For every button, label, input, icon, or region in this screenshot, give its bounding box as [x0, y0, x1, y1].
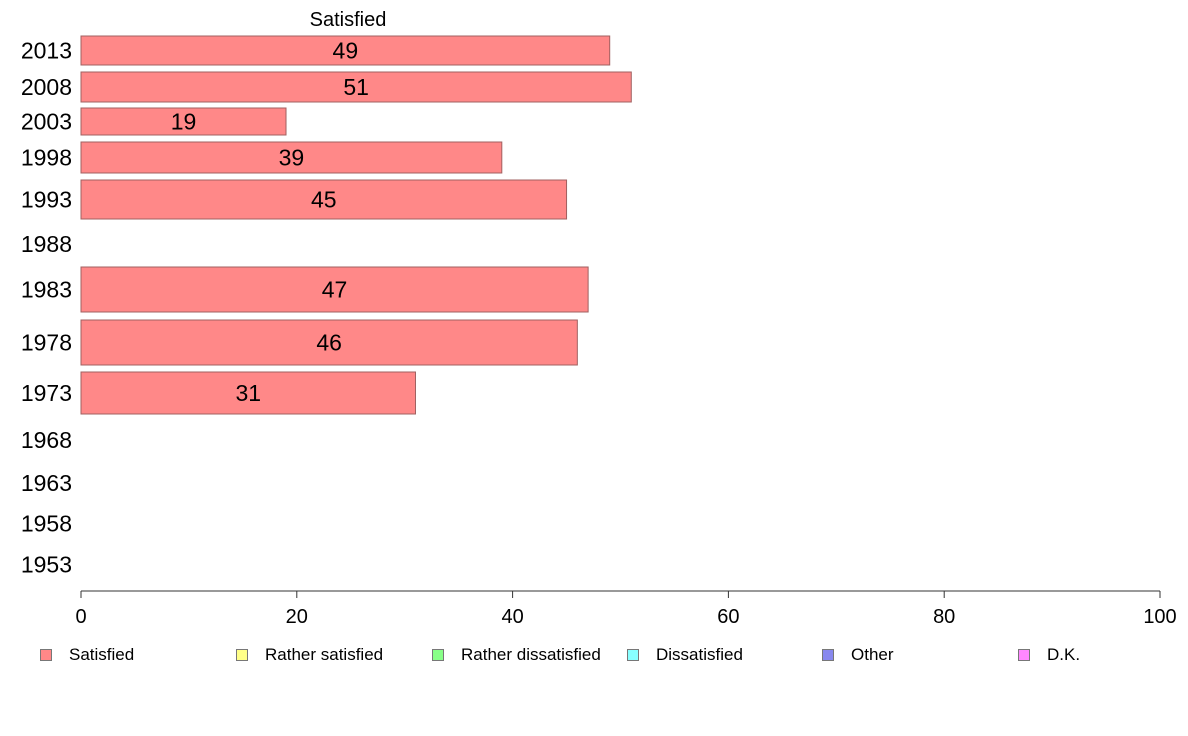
legend: Satisfied Rather satisfied Rather dissat… [0, 644, 1188, 668]
y-tick-label: 1993 [21, 187, 72, 213]
legend-label-dissatisfied: Dissatisfied [656, 645, 743, 664]
legend-swatch-satisfied [40, 649, 52, 661]
x-tick-label: 80 [933, 606, 955, 628]
legend-swatch-dk [1018, 649, 1030, 661]
legend-item-rather-satisfied: Rather satisfied [236, 644, 383, 666]
y-tick-label: 2013 [21, 38, 72, 64]
y-tick-label: 1968 [21, 427, 72, 453]
y-tick-label: 1978 [21, 330, 72, 356]
bar [80, 371, 416, 415]
legend-item-other: Other [822, 644, 894, 666]
y-tick-label: 1973 [21, 380, 72, 406]
x-tick-label: 60 [717, 606, 739, 628]
bar-value-label: 19 [171, 109, 197, 135]
y-tick-label: 1998 [21, 145, 72, 171]
bar-value-label: 45 [311, 187, 337, 213]
bar-value-label: 31 [235, 380, 261, 406]
bar-value-label: 46 [316, 330, 342, 356]
legend-swatch-other [822, 649, 834, 661]
y-tick-label: 1988 [21, 231, 72, 257]
y-tick-label: 2003 [21, 109, 72, 135]
bar [80, 71, 632, 103]
bar [80, 319, 578, 366]
bar-value-label: 51 [343, 74, 369, 100]
y-tick-label: 1953 [21, 552, 72, 578]
y-tick-label: 1963 [21, 470, 72, 496]
x-tick-label: 0 [75, 606, 86, 628]
x-tick-label: 40 [501, 606, 523, 628]
bar [80, 266, 589, 313]
legend-label-dk: D.K. [1047, 645, 1081, 664]
legend-label-other: Other [851, 645, 894, 664]
y-tick-label: 1983 [21, 277, 72, 303]
x-tick-label: 20 [286, 606, 308, 628]
legend-swatch-rather-satisfied [236, 649, 248, 661]
bar [80, 35, 611, 66]
legend-item-satisfied: Satisfied [40, 644, 134, 666]
bar-value-label: 47 [322, 277, 348, 303]
legend-label-rather-dissatisfied: Rather dissatisfied [461, 645, 601, 664]
legend-swatch-dissatisfied [627, 649, 639, 661]
legend-swatch-rather-dissatisfied [432, 649, 444, 661]
bar [80, 141, 503, 174]
legend-item-dissatisfied: Dissatisfied [627, 644, 743, 666]
y-tick-label: 2008 [21, 74, 72, 100]
bar-value-label: 39 [279, 145, 305, 171]
legend-item-dk: D.K. [1018, 644, 1080, 666]
y-tick-label: 1958 [21, 511, 72, 537]
bar [80, 107, 287, 136]
bar [80, 179, 568, 220]
legend-item-rather-dissatisfied: Rather dissatisfied [432, 644, 601, 666]
x-tick-label: 100 [1143, 606, 1176, 628]
legend-label-rather-satisfied: Rather satisfied [265, 645, 384, 664]
chart-title: Satisfied [310, 9, 387, 31]
bar-value-label: 49 [333, 38, 359, 64]
legend-label-satisfied: Satisfied [69, 645, 135, 664]
